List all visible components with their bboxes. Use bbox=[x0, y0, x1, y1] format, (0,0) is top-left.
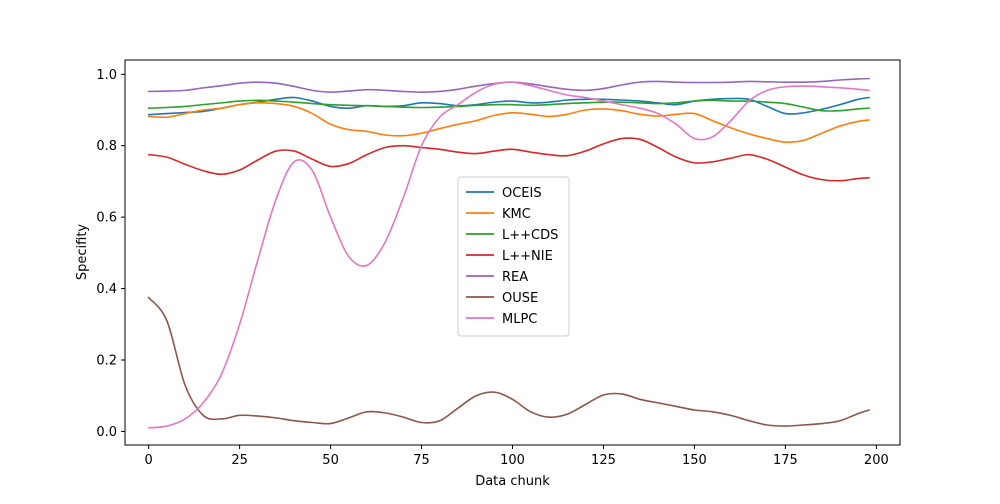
x-tick-label: 150 bbox=[682, 453, 707, 468]
series-lines bbox=[147, 77, 870, 429]
series-line-mlpc bbox=[147, 81, 870, 429]
series-line-l-nie bbox=[147, 137, 870, 182]
y-tick-label: 1.0 bbox=[96, 68, 117, 83]
legend: OCEIS KMC L++CDS L++NIE REA OUSE MLPC bbox=[457, 176, 570, 337]
y-tick-label: 0.4 bbox=[96, 282, 117, 297]
legend-label: OUSE bbox=[502, 291, 538, 306]
y-axis-label: Specifity bbox=[75, 224, 90, 281]
legend-label: L++CDS bbox=[502, 228, 558, 243]
series-line-rea bbox=[147, 77, 870, 93]
y-axis-ticks: 0.0 0.2 0.4 0.6 0.8 1.0 bbox=[96, 68, 125, 440]
series-line-l-cds bbox=[147, 99, 870, 112]
x-tick-label: 100 bbox=[500, 453, 525, 468]
y-tick-label: 0.2 bbox=[96, 354, 117, 369]
legend-label: REA bbox=[502, 270, 528, 285]
x-axis-label: Data chunk bbox=[475, 474, 550, 489]
legend-label: MLPC bbox=[502, 312, 537, 327]
legend-label: OCEIS bbox=[502, 186, 542, 201]
x-tick-label: 125 bbox=[591, 453, 616, 468]
x-tick-label: 175 bbox=[773, 453, 798, 468]
x-tick-label: 200 bbox=[864, 453, 889, 468]
x-axis-ticks: 0 25 50 75 100 125 150 175 200 bbox=[145, 445, 889, 468]
x-tick-label: 25 bbox=[231, 453, 248, 468]
x-tick-label: 50 bbox=[322, 453, 339, 468]
series-line-kmc bbox=[147, 102, 870, 144]
y-tick-label: 0.0 bbox=[96, 425, 117, 440]
x-tick-label: 0 bbox=[145, 453, 153, 468]
y-tick-label: 0.6 bbox=[96, 211, 117, 226]
y-tick-label: 0.8 bbox=[96, 139, 117, 154]
series-line-ouse bbox=[147, 296, 870, 427]
x-tick-label: 75 bbox=[413, 453, 430, 468]
legend-label: L++NIE bbox=[502, 249, 553, 264]
legend-label: KMC bbox=[502, 207, 531, 222]
